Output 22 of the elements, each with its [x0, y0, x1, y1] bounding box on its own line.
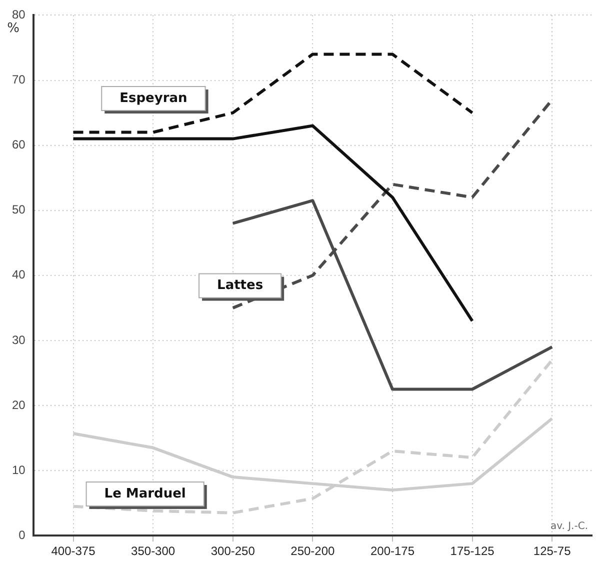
x-tick-label: 125-75 [533, 544, 572, 558]
y-tick-label: 10 [12, 462, 26, 477]
y-tick-label: 0 [18, 528, 26, 542]
y-tick-label: 50 [12, 202, 26, 217]
y-tick-label: 80 [12, 8, 26, 22]
annotation: Espeyran [120, 90, 188, 106]
x-tick-label: 250-200 [290, 544, 336, 558]
y-axis-title: % [7, 21, 20, 36]
annotation: Le Marduel [104, 486, 186, 502]
y-tick-label: 60 [12, 138, 26, 152]
y-tick-label: 40 [12, 268, 26, 282]
x-tick-label: 350-300 [131, 544, 176, 558]
y-tick-label: 30 [12, 332, 26, 347]
x-tick-label: 300-250 [210, 544, 256, 558]
annotation: Lattes [217, 278, 264, 294]
x-tick-label: 200-175 [370, 544, 415, 558]
annotation: av. J.-C. [550, 521, 588, 532]
line-series [72, 358, 554, 514]
x-tick-label: 400-375 [51, 544, 96, 558]
y-tick-label: 70 [12, 72, 26, 87]
x-tick-label: 175-125 [450, 544, 495, 558]
y-tick-label: 20 [12, 398, 26, 412]
